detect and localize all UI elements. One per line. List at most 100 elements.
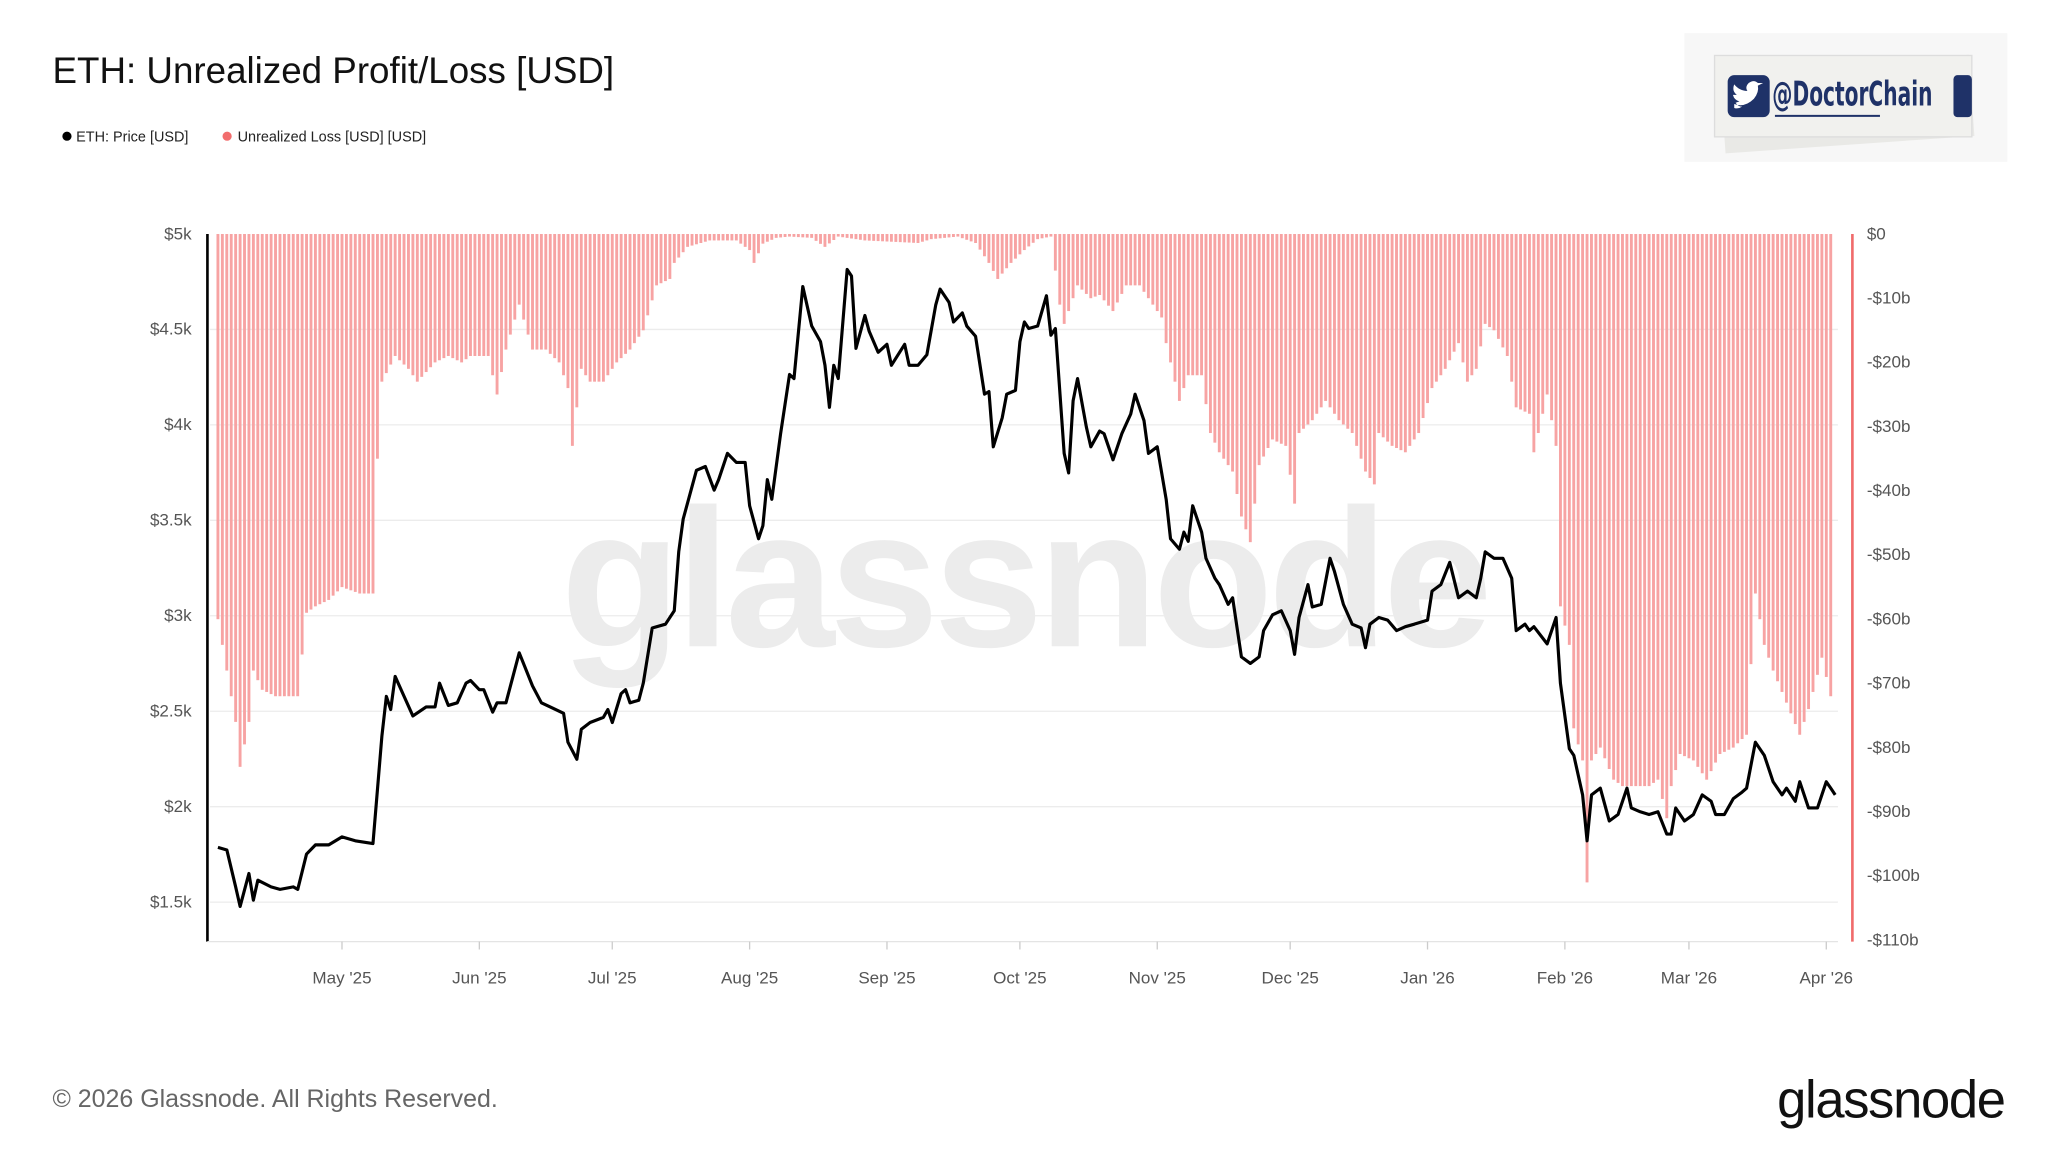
loss-bar — [938, 234, 942, 239]
loss-bar — [1133, 234, 1137, 286]
loss-bar — [1005, 234, 1009, 269]
loss-bar — [610, 234, 614, 369]
loss-bar — [1439, 234, 1443, 376]
x-axis-ticks: May '25 Jun '25 Jul '25 Aug '25 Sep '25 Oct '… — [312, 941, 1853, 988]
loss-bar — [593, 234, 596, 382]
loss-bar — [548, 234, 552, 354]
loss-bar — [1364, 234, 1367, 472]
loss-bar — [1691, 234, 1695, 761]
loss-bar — [956, 234, 960, 237]
loss-bar — [1191, 234, 1195, 376]
loss-bar — [1798, 234, 1802, 735]
loss-bar — [433, 234, 437, 363]
loss-bar — [659, 234, 663, 284]
loss-bar — [1718, 234, 1722, 755]
x-tick-label: Jan '26 — [1400, 969, 1454, 988]
loss-bar — [225, 234, 229, 671]
loss-bar — [531, 234, 534, 350]
loss-bar — [1333, 234, 1336, 414]
loss-bar — [1647, 234, 1651, 787]
loss-bar — [601, 234, 605, 382]
loss-bar — [544, 234, 548, 350]
loss-bar — [606, 234, 610, 376]
right-tick-label: -$80b — [1867, 738, 1911, 757]
loss-bar — [1160, 234, 1164, 318]
loss-bar — [1036, 234, 1040, 240]
loss-bar — [1337, 234, 1341, 421]
loss-bar — [1656, 234, 1660, 780]
loss-bar — [353, 234, 357, 592]
loss-bar — [251, 234, 255, 671]
loss-bar — [823, 234, 827, 247]
loss-bar — [1093, 234, 1097, 297]
loss-bar — [1501, 234, 1505, 348]
loss-bar — [1000, 234, 1004, 274]
loss-bar — [805, 234, 809, 238]
loss-bar — [491, 234, 495, 376]
loss-bar — [1678, 234, 1682, 755]
legend-item-price[interactable]: ETH: Price [USD] — [62, 129, 188, 145]
loss-bar — [287, 234, 291, 697]
loss-bar — [1067, 234, 1071, 312]
loss-bar — [677, 234, 681, 258]
legend-dot-loss — [222, 131, 232, 141]
loss-bar — [1567, 234, 1571, 645]
loss-bar — [393, 234, 397, 356]
loss-bar — [1465, 234, 1469, 382]
loss-bar — [1474, 234, 1478, 369]
loss-bar — [920, 234, 924, 242]
glassnode-logo: glassnode — [1777, 1071, 2005, 1130]
loss-bar — [1346, 234, 1350, 429]
loss-bar — [358, 234, 362, 594]
loss-bar — [327, 234, 331, 600]
loss-bar — [1749, 234, 1753, 665]
loss-bar — [1368, 234, 1372, 478]
loss-bar — [1098, 234, 1102, 295]
loss-bar — [1177, 234, 1181, 401]
twitter-bird-icon-partial — [1953, 75, 1972, 118]
loss-bar — [615, 234, 619, 363]
loss-bar — [1421, 234, 1425, 419]
loss-bar — [934, 234, 938, 239]
loss-bar — [1820, 234, 1824, 658]
loss-bar — [1811, 234, 1815, 692]
loss-bar — [495, 234, 499, 395]
loss-bar — [331, 234, 335, 596]
loss-bar — [1045, 234, 1048, 238]
loss-bar — [1124, 234, 1128, 286]
loss-bar — [1018, 234, 1022, 255]
loss-bar — [916, 234, 920, 243]
right-tick-label: -$60b — [1867, 609, 1911, 628]
loss-bar — [1271, 234, 1274, 440]
loss-bar — [632, 234, 636, 344]
loss-bar — [535, 234, 539, 350]
loss-bar — [309, 234, 313, 610]
right-axis-ticks: $0 -$10b -$20b -$30b -$40b -$50b -$60b -$70b -$8… — [1867, 224, 1920, 949]
loss-bar — [903, 234, 907, 243]
loss-bar — [1452, 234, 1456, 352]
loss-bar — [1412, 234, 1416, 440]
loss-bar — [628, 234, 632, 350]
x-tick-label: Aug '25 — [721, 969, 778, 988]
loss-bar — [1417, 234, 1421, 434]
legend-item-loss[interactable]: Unrealized Loss [USD] [USD] — [222, 129, 427, 145]
x-tick-label: Feb '26 — [1537, 969, 1593, 988]
loss-bar — [1545, 234, 1549, 395]
loss-bar — [220, 234, 224, 645]
loss-bar — [1293, 234, 1297, 504]
loss-bar — [1222, 234, 1226, 459]
copyright: © 2026 Glassnode. All Rights Reserved. — [53, 1085, 498, 1113]
loss-bar — [765, 234, 769, 242]
loss-bar — [486, 234, 490, 356]
loss-bar — [1381, 234, 1385, 438]
loss-bar — [415, 234, 419, 382]
loss-bar — [779, 234, 783, 238]
loss-bar — [1740, 234, 1744, 740]
loss-bar — [650, 234, 654, 301]
loss-bar — [424, 234, 428, 373]
loss-bar — [1022, 234, 1026, 251]
loss-bar — [1310, 234, 1314, 421]
loss-bar — [1461, 234, 1465, 363]
loss-bar — [1155, 234, 1159, 312]
loss-bar — [1341, 234, 1345, 425]
